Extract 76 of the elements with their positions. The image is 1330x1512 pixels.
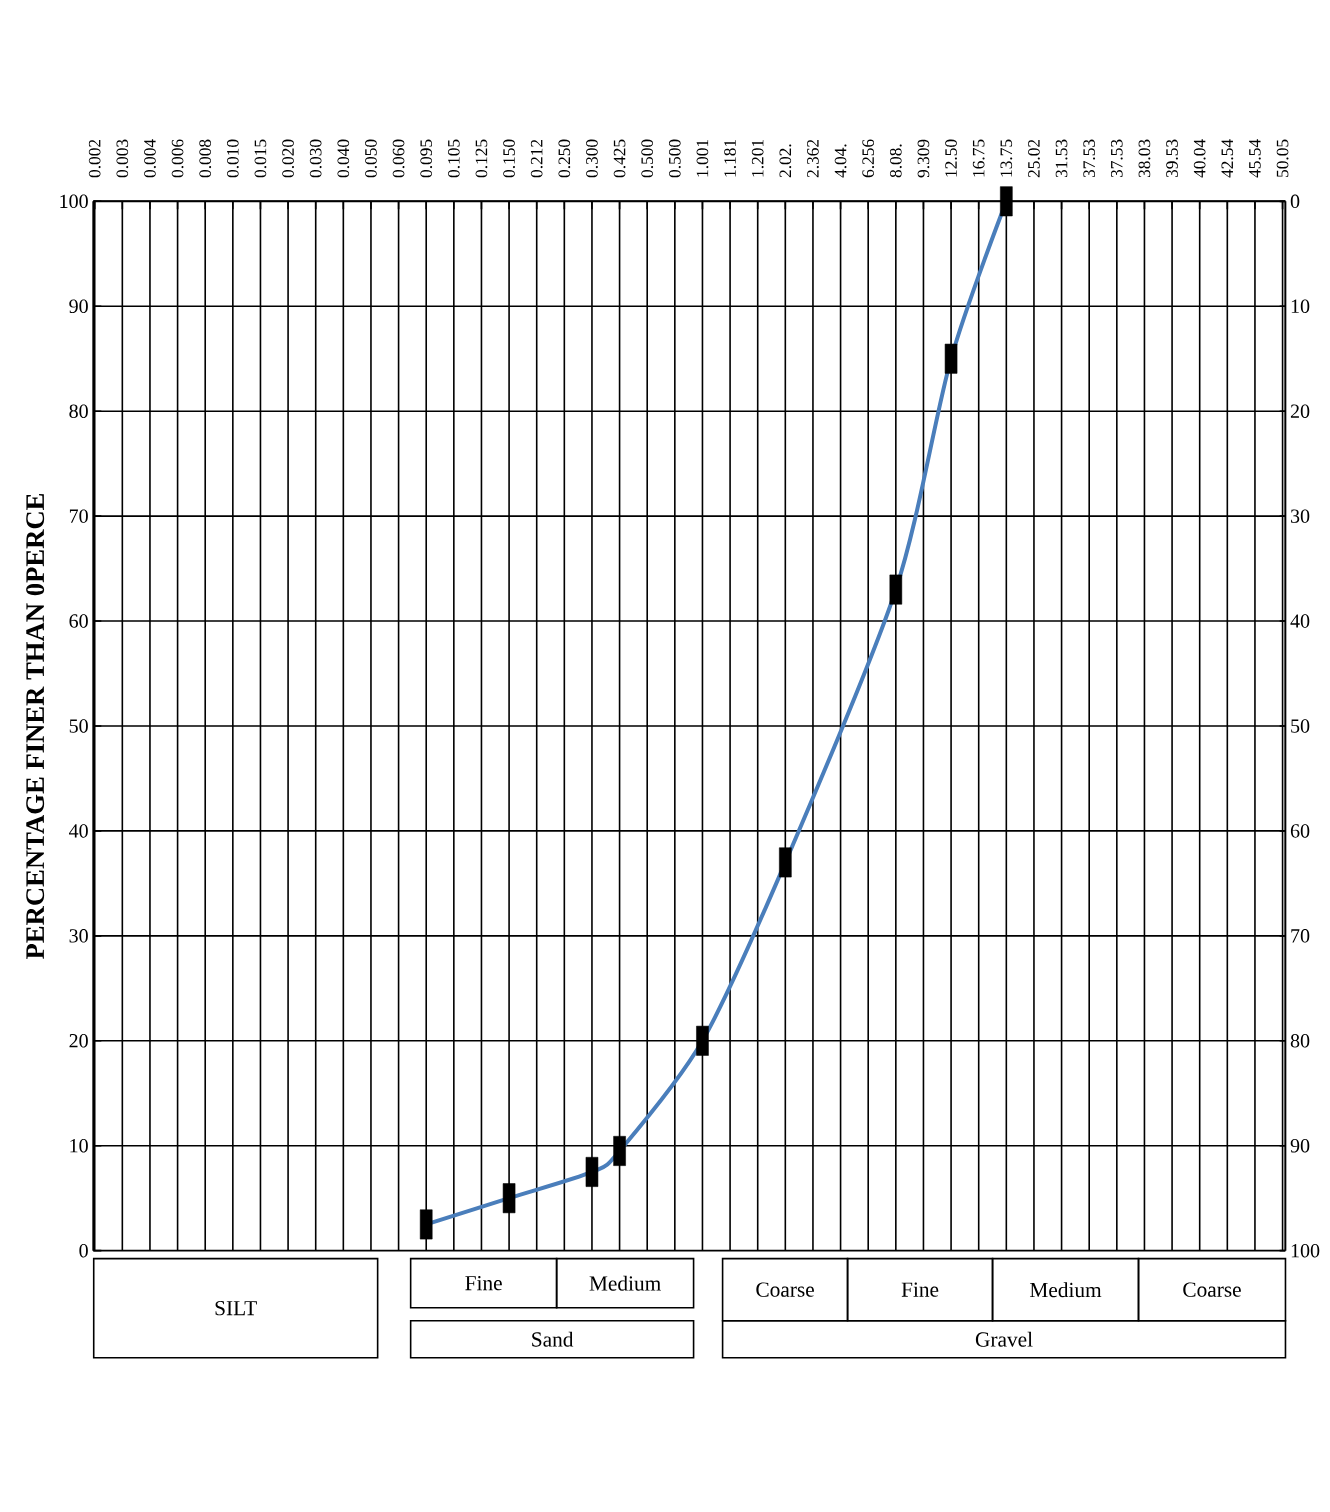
x-tick-label: 25.02 <box>1028 139 1040 178</box>
x-tick-label: 0.250 <box>558 139 571 178</box>
y2-tick-label: 0 <box>1290 194 1300 209</box>
x-tick-label: 13.75 <box>1000 139 1013 177</box>
x-tick-label: 2.02. <box>779 144 792 178</box>
x-tick-label: 40.04 <box>1193 139 1206 178</box>
y2-tick-label: 10 <box>1291 299 1310 314</box>
x-tick-label: 0.040 <box>337 139 350 178</box>
y2-tick-label: 20 <box>1290 404 1310 418</box>
x-tick-label: 6.256 <box>862 139 875 178</box>
y2-tick-label: 30 <box>1291 509 1310 523</box>
x-tick-label: 2.362 <box>807 139 819 178</box>
y2-tick-label: 100 <box>1291 1243 1320 1258</box>
x-tick-label: 0.150 <box>503 139 515 178</box>
y-tick-label: 60 <box>69 614 88 628</box>
x-tick-label: 0.500 <box>668 139 681 178</box>
x-tick-label: 42.54 <box>1221 139 1234 178</box>
y-tick-label: 0 <box>79 1243 88 1258</box>
x-tick-label: 9.309 <box>917 139 930 178</box>
y-tick-label: 50 <box>69 719 88 733</box>
y2-tick-label: 90 <box>1290 1138 1310 1153</box>
x-tick-label: 4.04. <box>834 144 847 178</box>
text: Sand <box>532 1331 574 1347</box>
x-tick-label: 0.425 <box>613 139 626 178</box>
x-tick-label: 0.125 <box>475 139 488 178</box>
y-axis-title: PERCENTAGE FINER THAN 0PERCE <box>26 493 45 960</box>
x-tick-label: 0.060 <box>392 139 405 178</box>
x-tick-label: 0.300 <box>586 139 598 178</box>
x-tick-label: 8.08. <box>889 144 902 178</box>
x-tick-label: 0.003 <box>116 139 129 178</box>
x-tick-label: 12.50 <box>945 139 957 177</box>
x-tick-label: 0.004 <box>144 139 156 178</box>
x-tick-label: 0.030 <box>309 139 322 178</box>
text: Medium <box>1029 1282 1102 1298</box>
y-tick-label: 40 <box>69 824 88 838</box>
y2-tick-label: 80 <box>1290 1034 1310 1048</box>
y-tick-label: 80 <box>69 404 88 418</box>
text: Coarse <box>756 1282 814 1297</box>
text: SILT <box>215 1301 257 1316</box>
x-tick-label: 38.03 <box>1138 139 1151 178</box>
y-tick-label: 70 <box>69 509 88 523</box>
x-tick-label: 1.181 <box>724 139 736 177</box>
x-tick-label: 50.05 <box>1276 139 1289 177</box>
y2-tick-label: 50 <box>1291 719 1310 733</box>
x-tick-label: 0.020 <box>282 139 294 178</box>
x-tick-label: 0.212 <box>530 139 543 178</box>
y-tick-label: 100 <box>60 194 88 209</box>
x-tick-label: 39.53 <box>1166 139 1178 178</box>
y-tick-label: 10 <box>70 1138 88 1153</box>
y2-tick-label: 70 <box>1291 929 1310 943</box>
x-tick-label: 0.008 <box>199 139 212 178</box>
x-tick-label: 0.002 <box>88 139 101 178</box>
x-tick-label: 0.015 <box>254 139 267 178</box>
x-tick-label: 0.095 <box>420 139 433 178</box>
x-tick-label: 0.006 <box>171 139 184 178</box>
x-tick-label: 0.105 <box>447 139 460 178</box>
x-tick-label: 37.53 <box>1083 139 1096 178</box>
y-tick-label: 90 <box>69 299 88 313</box>
text: Gravel <box>975 1331 1033 1347</box>
y-tick-label: 20 <box>69 1034 88 1048</box>
x-tick-label: 1.001 <box>696 139 709 177</box>
text: Fine <box>901 1282 939 1297</box>
x-tick-label: 37.53 <box>1110 139 1123 178</box>
x-tick-label: 1.201 <box>751 139 764 177</box>
x-tick-label: 45.54 <box>1249 139 1261 178</box>
y-tick-label: 30 <box>69 929 88 943</box>
y2-tick-label: 40 <box>1290 614 1310 628</box>
x-tick-label: 16.75 <box>972 139 985 177</box>
x-tick-label: 31.53 <box>1055 139 1068 178</box>
text: Coarse <box>1183 1282 1241 1297</box>
text: Fine <box>465 1276 502 1291</box>
x-tick-label: 0.010 <box>226 139 239 178</box>
y2-tick-label: 60 <box>1290 824 1310 838</box>
x-tick-label: 0.500 <box>641 139 654 178</box>
text: Medium <box>589 1275 661 1291</box>
x-tick-label: 0.050 <box>365 139 377 178</box>
